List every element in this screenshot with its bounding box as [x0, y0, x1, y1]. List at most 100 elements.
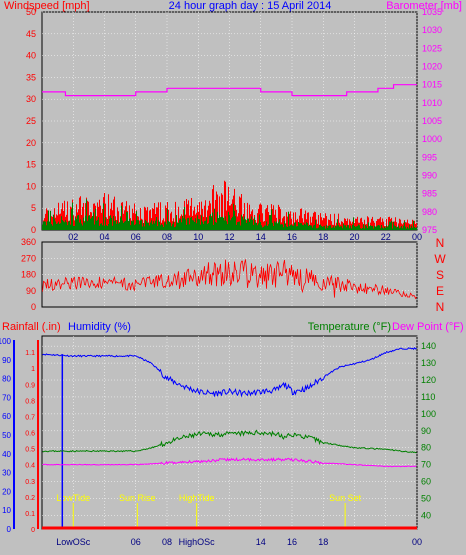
windspeed-tick-label: 25: [26, 116, 36, 126]
barometer-tick-label: 980: [422, 207, 437, 217]
humidity-tick-label: 40: [2, 450, 11, 459]
humidity-axis-title: Humidity (%): [68, 321, 131, 333]
rainfall-axis-title: Rainfall (.in): [2, 321, 61, 333]
rainfall-tick-label: 0.8: [25, 398, 35, 405]
wind-bars: [42, 180, 417, 230]
wind-barometer-grid: [42, 11, 418, 230]
direction-degree-label: 0: [31, 302, 36, 312]
annotation-label: Sun Rise: [119, 493, 156, 503]
temperature-tick-label: 40: [421, 510, 431, 520]
windspeed-tick-label: 0: [31, 225, 36, 235]
direction-compass-label: W: [434, 252, 446, 266]
rainfall-tick-label: 0: [31, 527, 35, 534]
temperature-line: [42, 429, 417, 454]
rainfall-tick-label: 0.3: [25, 479, 35, 486]
humidity-tick-labels: 0 10 20 30 40 50 60 70 80 90 100: [0, 337, 12, 534]
barometer-axis-title: Barometer [mb]: [386, 0, 462, 12]
annotation-label: Sun Set: [329, 493, 362, 503]
barometer-tick-label: 985: [422, 189, 437, 199]
climate-time-tick-label: 18: [318, 537, 328, 547]
dewpoint-line: [42, 457, 417, 468]
rainfall-tick-label: 0.7: [25, 414, 35, 421]
windspeed-axis-title: Windspeed [mph]: [4, 0, 90, 12]
direction-compass-label: E: [436, 284, 444, 298]
climate-time-tick-label: LowOSc: [56, 537, 91, 547]
barometer-tick-label: 1005: [422, 116, 442, 126]
humidity-tick-label: 20: [2, 487, 11, 496]
graph-title: 24 hour graph day : 15 April 2014: [169, 0, 332, 12]
wind-time-tick-label: 08: [162, 232, 172, 242]
barometer-tick-label: 1030: [422, 25, 442, 35]
rainfall-tick-label: 0.9: [25, 382, 35, 389]
barometer-tick-label: 1015: [422, 80, 442, 90]
barometer-tick-label: 975: [422, 225, 437, 235]
wind-time-tick-label: 12: [224, 232, 234, 242]
barometer-tick-label: 1000: [422, 134, 442, 144]
direction-degree-label: 180: [21, 270, 36, 280]
barometer-tick-label: 1020: [422, 62, 442, 72]
windspeed-tick-labels: 0 5 10 15 20 25 30 35 40 45 50: [26, 7, 36, 235]
direction-degree-labels: 360 270 180 90 0: [21, 237, 36, 312]
wind-time-tick-label: 18: [318, 232, 328, 242]
rainfall-tick-label: 1: [31, 366, 35, 373]
wind-time-tick-label: 10: [193, 232, 203, 242]
windspeed-tick-label: 45: [26, 29, 36, 39]
temperature-tick-label: 80: [421, 443, 431, 453]
temperature-tick-labels: 40 50 60 70 80 90 100 110 120 130 140: [421, 341, 436, 520]
barometer-line: [42, 84, 417, 97]
climate-time-tick-label: 06: [131, 537, 141, 547]
windspeed-tick-label: 20: [26, 138, 36, 148]
climate-time-tick-label: HighOSc: [179, 537, 216, 547]
windspeed-tick-label: 30: [26, 94, 36, 104]
windspeed-tick-label: 5: [31, 203, 36, 213]
climate-time-tick-label: 16: [287, 537, 297, 547]
barometer-tick-label: 1010: [422, 98, 442, 108]
wind-time-tick-label: 20: [349, 232, 359, 242]
direction-degree-label: 360: [21, 237, 36, 247]
barometer-tick-label: 995: [422, 152, 437, 162]
barometer-tick-labels: 975 980 985 990 995 1000 1005 1010 1015 1020 1025 1…: [422, 7, 442, 235]
direction-compass-label: N: [436, 236, 445, 250]
windspeed-tick-label: 10: [26, 181, 36, 191]
wind-time-tick-label: 06: [131, 232, 141, 242]
direction-compass-label: S: [436, 268, 444, 282]
temperature-axis-title: Temperature (°F): [308, 321, 391, 333]
direction-degree-label: 270: [21, 253, 36, 263]
humidity-tick-label: 100: [0, 337, 12, 346]
annotation-label: LowTide: [56, 493, 90, 503]
humidity-tick-label: 90: [2, 356, 11, 365]
windspeed-tick-label: 50: [26, 7, 36, 17]
wind-direction-line: [42, 259, 417, 300]
tide-sun-annotations: LowTide Sun Rise HighTide Sun Set: [56, 493, 362, 529]
rainfall-tick-label: 0.1: [25, 511, 35, 518]
barometer-tick-label: 1035: [422, 7, 442, 17]
wind-time-tick-label: 04: [99, 232, 109, 242]
windspeed-tick-label: 15: [26, 160, 36, 170]
wind-time-tick-label: 02: [68, 232, 78, 242]
temperature-tick-label: 110: [421, 392, 435, 402]
barometer-tick-label: 990: [422, 171, 437, 181]
rainfall-tick-label: 0.5: [25, 447, 35, 454]
temperature-tick-label: 50: [421, 494, 431, 504]
climate-time-tick-label: 14: [256, 537, 266, 547]
wind-time-tick-label: 00: [412, 232, 422, 242]
temperature-tick-label: 130: [421, 358, 436, 368]
windspeed-tick-label: 35: [26, 72, 36, 82]
dewpoint-axis-title: Dew Point (°F): [392, 321, 464, 333]
annotation-label: HighTide: [179, 493, 215, 503]
temperature-tick-label: 120: [421, 375, 436, 385]
barometer-tick-label: 1025: [422, 43, 442, 53]
wind-time-tick-labels: 02 04 06 08 10 12 14 16 18 20 22 00: [68, 232, 422, 242]
temperature-tick-label: 140: [421, 341, 436, 351]
temperature-tick-label: 100: [421, 409, 436, 419]
climate-time-tick-label: 00: [412, 537, 422, 547]
direction-degree-label: 90: [26, 286, 36, 296]
temperature-tick-label: 90: [421, 426, 431, 436]
wind-time-tick-label: 16: [287, 232, 297, 242]
humidity-tick-label: 30: [2, 469, 11, 478]
direction-compass-label: N: [436, 300, 445, 314]
